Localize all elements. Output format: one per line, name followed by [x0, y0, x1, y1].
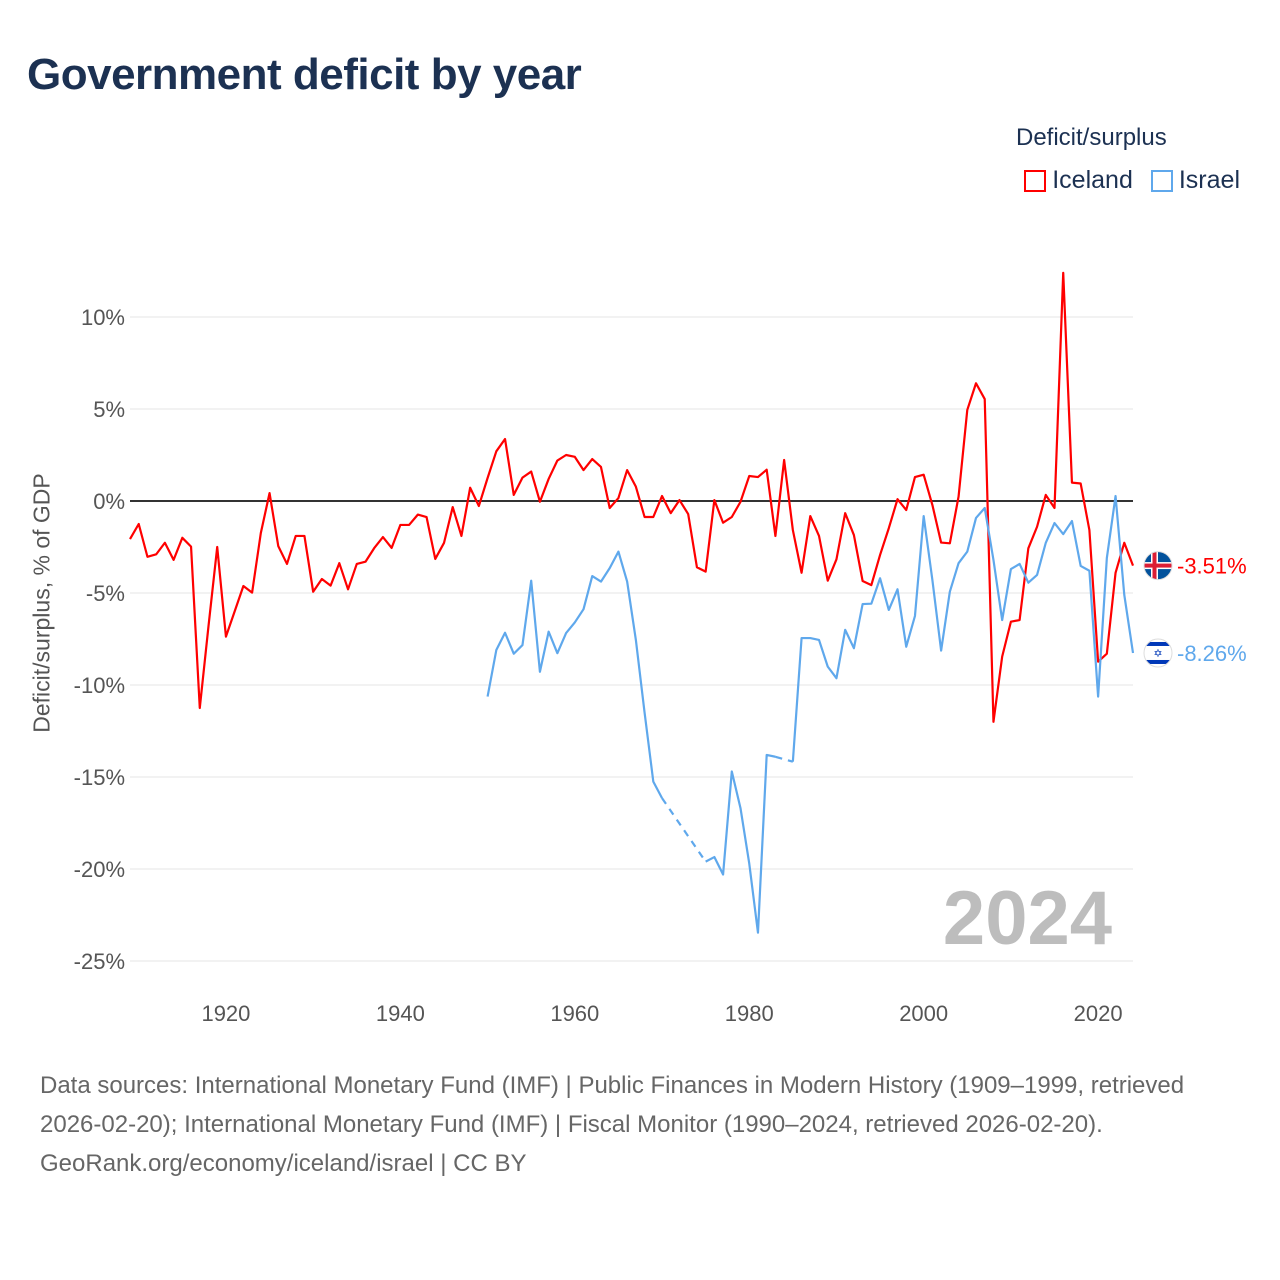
x-tick-label: 2000 [899, 1001, 948, 1026]
y-tick-label: 10% [81, 305, 125, 330]
series-gap-line [661, 797, 707, 863]
legend-item-iceland[interactable]: Iceland [1024, 166, 1133, 195]
series-israel [486, 494, 1135, 934]
flag-border [1143, 551, 1173, 581]
y-tick-label: -20% [74, 857, 125, 882]
series-line [791, 494, 1135, 762]
legend-swatch-iceland [1024, 169, 1047, 192]
iceland-flag-icon [1144, 551, 1172, 580]
y-tick-label: 5% [93, 397, 125, 422]
flag-border [1143, 638, 1173, 668]
credit-link[interactable]: GeoRank.org/economy/iceland/israel | CC … [40, 1150, 527, 1177]
end-value-label: -3.51% [1177, 554, 1247, 579]
legend-item-israel[interactable]: Israel [1150, 166, 1240, 195]
legend: Iceland Israel [1024, 166, 1240, 195]
series-gap-line [775, 755, 794, 763]
flag-cross [1144, 563, 1172, 568]
year-watermark: 2024 [943, 876, 1112, 961]
end-value-label: -8.26% [1177, 641, 1247, 666]
x-tick-label: 1960 [550, 1001, 599, 1026]
star-of-david-icon: ✡ [1153, 647, 1162, 660]
israel-flag-icon: ✡ [1144, 638, 1172, 667]
y-tick-label: 0% [93, 489, 125, 514]
legend-label-iceland: Iceland [1052, 166, 1133, 194]
flag-stripe [1144, 641, 1172, 646]
y-tick-label: -25% [74, 949, 125, 974]
series-line [486, 550, 663, 799]
flag-stripe [1144, 659, 1172, 664]
x-tick-label: 1980 [725, 1001, 774, 1026]
y-tick-label: -5% [86, 581, 125, 606]
y-tick-label: -10% [74, 673, 125, 698]
x-tick-label: 2020 [1074, 1001, 1123, 1026]
x-tick-label: 1940 [376, 1001, 425, 1026]
y-tick-label: -15% [74, 765, 125, 790]
series-line [129, 271, 1135, 723]
series-iceland [129, 271, 1135, 723]
legend-title: Deficit/surplus [1016, 124, 1167, 151]
legend-swatch-israel [1150, 169, 1173, 192]
legend-label-israel: Israel [1178, 166, 1240, 194]
data-sources: Data sources: International Monetary Fun… [40, 1072, 1185, 1138]
series-line [705, 753, 776, 934]
chart-title: Government deficit by year [27, 50, 582, 99]
x-tick-label: 1920 [201, 1001, 250, 1026]
footer: Data sources: International Monetary Fun… [40, 1066, 1240, 1183]
